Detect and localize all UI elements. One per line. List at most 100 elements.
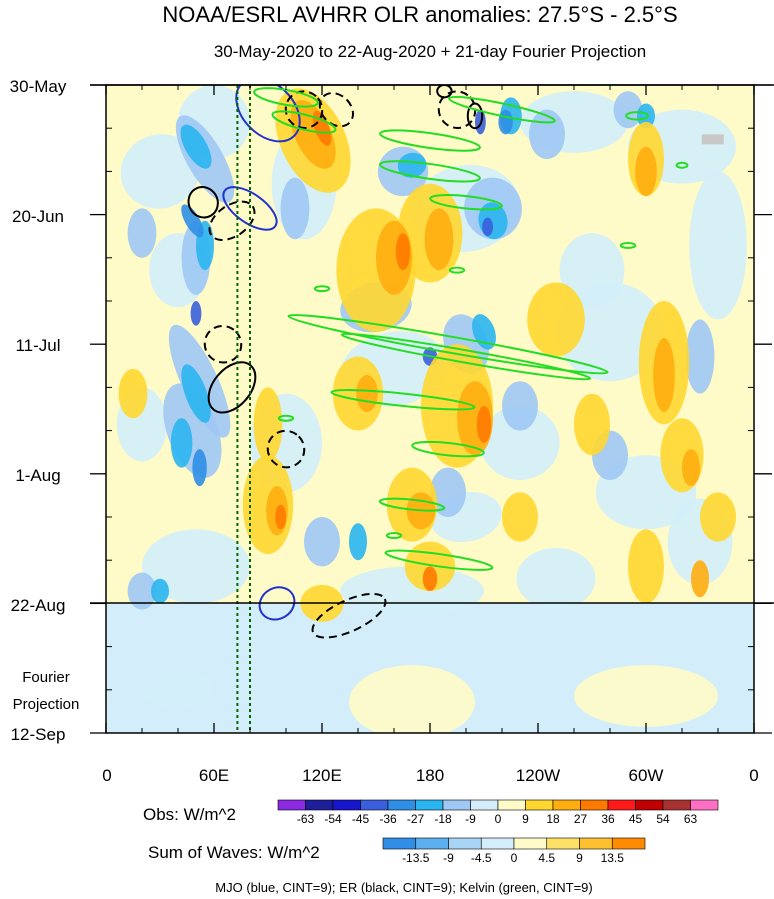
waves-colorbar-level-label: 4.5 <box>538 851 555 865</box>
y-tick-label: 20-Jun <box>12 207 64 226</box>
y-tick-label: 1-Aug <box>15 466 60 485</box>
axis-ticks <box>90 84 772 734</box>
obs-colorbar-level-label: -45 <box>352 812 370 826</box>
anomaly-patch <box>653 338 675 413</box>
kelvin-contour <box>378 497 446 512</box>
wave-contours <box>187 85 689 733</box>
kelvin-contour <box>429 194 503 211</box>
anomaly-patch <box>682 449 700 487</box>
obs-colorbar-swatch <box>580 799 609 811</box>
anomaly-patch <box>689 171 747 320</box>
mjo-contour <box>258 586 296 621</box>
y-tick-label: 11-Jul <box>15 336 60 355</box>
anomaly-patch <box>180 124 212 169</box>
kelvin-contour <box>448 95 556 124</box>
anomaly-patch <box>275 504 286 530</box>
waves-colorbar-level-label: 0 <box>511 851 518 865</box>
anomaly-patch <box>120 134 200 209</box>
anomaly-patch <box>422 566 438 592</box>
anomaly-patch <box>312 110 332 146</box>
anomaly-patch <box>691 560 709 598</box>
obs-colorbar-swatch <box>305 799 334 811</box>
mjo-contour <box>222 186 278 231</box>
er-contour <box>436 85 453 99</box>
er-contour <box>466 102 484 130</box>
anomaly-patch <box>170 418 193 468</box>
kelvin-contour <box>385 532 403 539</box>
obs-colorbar-level-label: 27 <box>574 812 588 826</box>
obs-colorbar-swatch <box>470 799 499 811</box>
obs-colorbar-swatch <box>635 799 664 811</box>
plot-area <box>106 85 754 733</box>
waves-legend-label: Sum of Waves: W/m^2 <box>148 843 320 862</box>
anomaly-patch <box>480 405 560 480</box>
waves-colorbar-swatch <box>611 837 646 850</box>
anomaly-patch <box>498 109 513 135</box>
anomaly-patch <box>529 109 565 160</box>
waves-colorbar-level-label: -4.5 <box>471 851 492 865</box>
anomaly-patch <box>424 208 454 271</box>
er-contour <box>266 429 306 469</box>
anomaly-patch <box>574 393 610 456</box>
obs-colorbar-level-label: 0 <box>495 812 502 826</box>
y-tick-label: 22-Aug <box>11 596 66 615</box>
kelvin-contour <box>625 111 649 121</box>
olr-anomaly-field <box>116 85 747 733</box>
obs-colorbar-level-label: 9 <box>522 812 529 826</box>
waves-colorbar-level-label: -9 <box>443 851 454 865</box>
obs-colorbar-swatch <box>415 799 444 811</box>
y-tick-label: 12-Sep <box>11 725 66 744</box>
obs-colorbar-swatch <box>552 799 581 811</box>
anomaly-patch <box>192 449 207 487</box>
kelvin-contour <box>379 129 481 152</box>
anomaly-patch <box>290 99 336 169</box>
anomaly-patch <box>181 204 204 238</box>
anomaly-patch <box>118 368 148 419</box>
anomaly-patch <box>559 233 625 308</box>
kelvin-contour <box>287 313 609 375</box>
obs-colorbar-swatch <box>277 799 306 811</box>
waves-colorbar-swatch <box>382 837 417 850</box>
obs-colorbar-swatch <box>662 799 691 811</box>
obs-colorbar-level-label: -63 <box>297 812 315 826</box>
waves-colorbar-swatch <box>415 837 449 850</box>
obs-colorbar-swatch <box>607 799 636 811</box>
kelvin-contour <box>411 440 485 458</box>
obs-colorbar-swatch <box>497 799 526 811</box>
kelvin-contour <box>313 285 331 293</box>
anomaly-patch <box>356 375 378 413</box>
kelvin-contour <box>448 266 466 274</box>
obs-colorbar-level-label: 54 <box>656 812 670 826</box>
obs-colorbar-level-label: 36 <box>601 812 615 826</box>
obs-colorbar-swatch <box>442 799 471 811</box>
obs-colorbar-swatch <box>690 799 719 811</box>
anomaly-patch <box>181 364 211 423</box>
kelvin-contour <box>253 87 319 108</box>
obs-colorbar-level-label: -27 <box>407 812 425 826</box>
obs-colorbar-level-label: 45 <box>629 812 643 826</box>
er-contour <box>207 361 257 414</box>
waves-colorbar-level-label: 13.5 <box>601 851 625 865</box>
obs-colorbar-swatch <box>332 799 361 811</box>
anomaly-patch <box>142 529 250 604</box>
missing-data-patch <box>701 134 724 145</box>
footer-note: MJO (blue, CINT=9); ER (black, CINT=9); … <box>215 880 592 895</box>
anomaly-patch <box>516 547 596 610</box>
anomaly-patch <box>127 208 157 258</box>
obs-legend-label: Obs: W/m^2 <box>143 805 236 824</box>
waves-colorbar-level-label: 9 <box>576 851 583 865</box>
anomaly-patch <box>574 665 718 727</box>
anomaly-patch <box>502 492 538 542</box>
waves-colorbar-level-label: -13.5 <box>402 851 430 865</box>
kelvin-contour <box>379 160 481 183</box>
anomaly-patch <box>700 492 736 542</box>
er-contour <box>187 186 219 219</box>
kelvin-contour <box>619 241 637 249</box>
obs-colorbar-swatch <box>525 799 554 811</box>
er-contour <box>208 200 256 241</box>
anomaly-patch <box>190 301 202 326</box>
chart-title: NOAA/ESRL AVHRR OLR anomalies: 27.5°S - … <box>162 2 677 27</box>
kelvin-contour <box>384 549 494 571</box>
x-tick-label: 0 <box>102 766 111 785</box>
